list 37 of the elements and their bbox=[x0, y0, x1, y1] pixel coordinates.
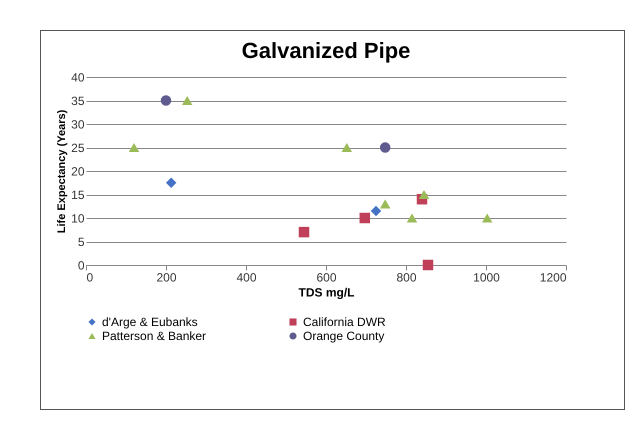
point bbox=[406, 213, 418, 223]
y-tick-label: 25 bbox=[71, 141, 85, 155]
point bbox=[422, 260, 434, 270]
point bbox=[128, 142, 140, 152]
legend-label: California DWR bbox=[303, 315, 386, 329]
y-tick-label: 30 bbox=[71, 118, 85, 132]
point bbox=[418, 190, 430, 200]
point bbox=[360, 212, 370, 224]
y-tick-label: 5 bbox=[78, 235, 85, 249]
point bbox=[160, 95, 172, 106]
x-tick-label: 1200 bbox=[540, 270, 567, 284]
x-axis-title: TDS mg/L bbox=[298, 286, 354, 300]
y-tick-label: 35 bbox=[71, 94, 85, 108]
y-tick-label: 15 bbox=[71, 188, 85, 202]
legend-label: Orange County bbox=[303, 329, 384, 343]
y-tick-label: 40 bbox=[71, 70, 85, 84]
x-tick-label: 600 bbox=[316, 270, 337, 284]
y-tick-label: 20 bbox=[71, 164, 85, 178]
point bbox=[166, 178, 176, 188]
point bbox=[482, 213, 492, 223]
point bbox=[298, 226, 310, 238]
x-tick-label: 800 bbox=[396, 270, 417, 284]
point bbox=[380, 142, 390, 153]
x-tick-label: 200 bbox=[156, 270, 177, 284]
y-axis-title: Life Expectancy (Years) bbox=[56, 109, 68, 234]
point bbox=[182, 96, 192, 106]
chart-title: Galvanized Pipe bbox=[242, 38, 410, 63]
x-tick-label: 1000 bbox=[473, 270, 500, 284]
point bbox=[342, 142, 352, 152]
x-tick-label: 0 bbox=[86, 270, 94, 284]
legend-label: d'Arge & Eubanks bbox=[102, 315, 198, 329]
point bbox=[370, 206, 382, 216]
point bbox=[380, 199, 390, 208]
x-tick-label: 400 bbox=[236, 270, 257, 284]
legend-label: Patterson & Banker bbox=[102, 329, 206, 343]
y-tick-label: 10 bbox=[71, 212, 85, 226]
y-tick-label: 0 bbox=[78, 258, 85, 272]
